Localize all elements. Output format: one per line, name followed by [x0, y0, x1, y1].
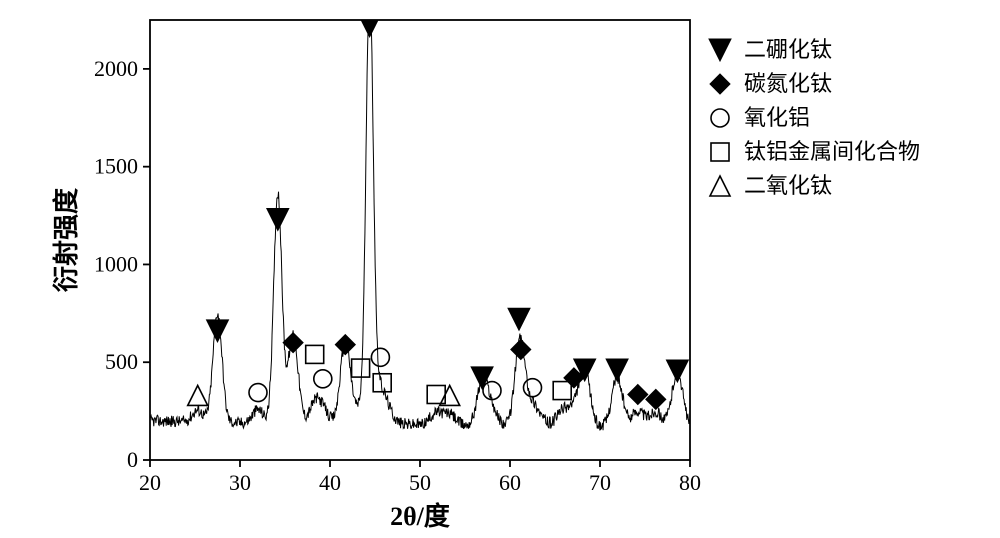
- x-tick-label: 80: [679, 470, 701, 495]
- y-tick-label: 1000: [94, 251, 138, 276]
- x-tick-label: 50: [409, 470, 431, 495]
- x-tick-label: 40: [319, 470, 341, 495]
- xrd-chart: 20 30 40 50 60 70 80 2θ/度 0 500 1000 1500 2000 衍射强度 二硼…: [0, 0, 1000, 538]
- y-tick-label: 1500: [94, 154, 138, 179]
- x-tick-label: 70: [589, 470, 611, 495]
- chart-svg: 20 30 40 50 60 70 80 2θ/度 0 500 1000 1500 2000 衍射强度 二硼…: [0, 0, 1000, 538]
- legend-label: 二氧化钛: [744, 173, 832, 198]
- x-axis-label: 2θ/度: [390, 501, 450, 531]
- y-tick-label: 500: [105, 349, 138, 374]
- legend-label: 碳氮化钛: [744, 71, 832, 96]
- x-tick-label: 60: [499, 470, 521, 495]
- legend-label: 二硼化钛: [744, 37, 832, 62]
- legend-label: 氧化铝: [744, 105, 810, 130]
- legend-label: 钛铝金属间化合物: [744, 139, 920, 164]
- y-axis-label: 衍射强度: [51, 188, 81, 292]
- y-tick-label: 2000: [94, 56, 138, 81]
- x-tick-label: 30: [229, 470, 251, 495]
- y-tick-label: 0: [127, 447, 138, 472]
- x-tick-label: 20: [139, 470, 161, 495]
